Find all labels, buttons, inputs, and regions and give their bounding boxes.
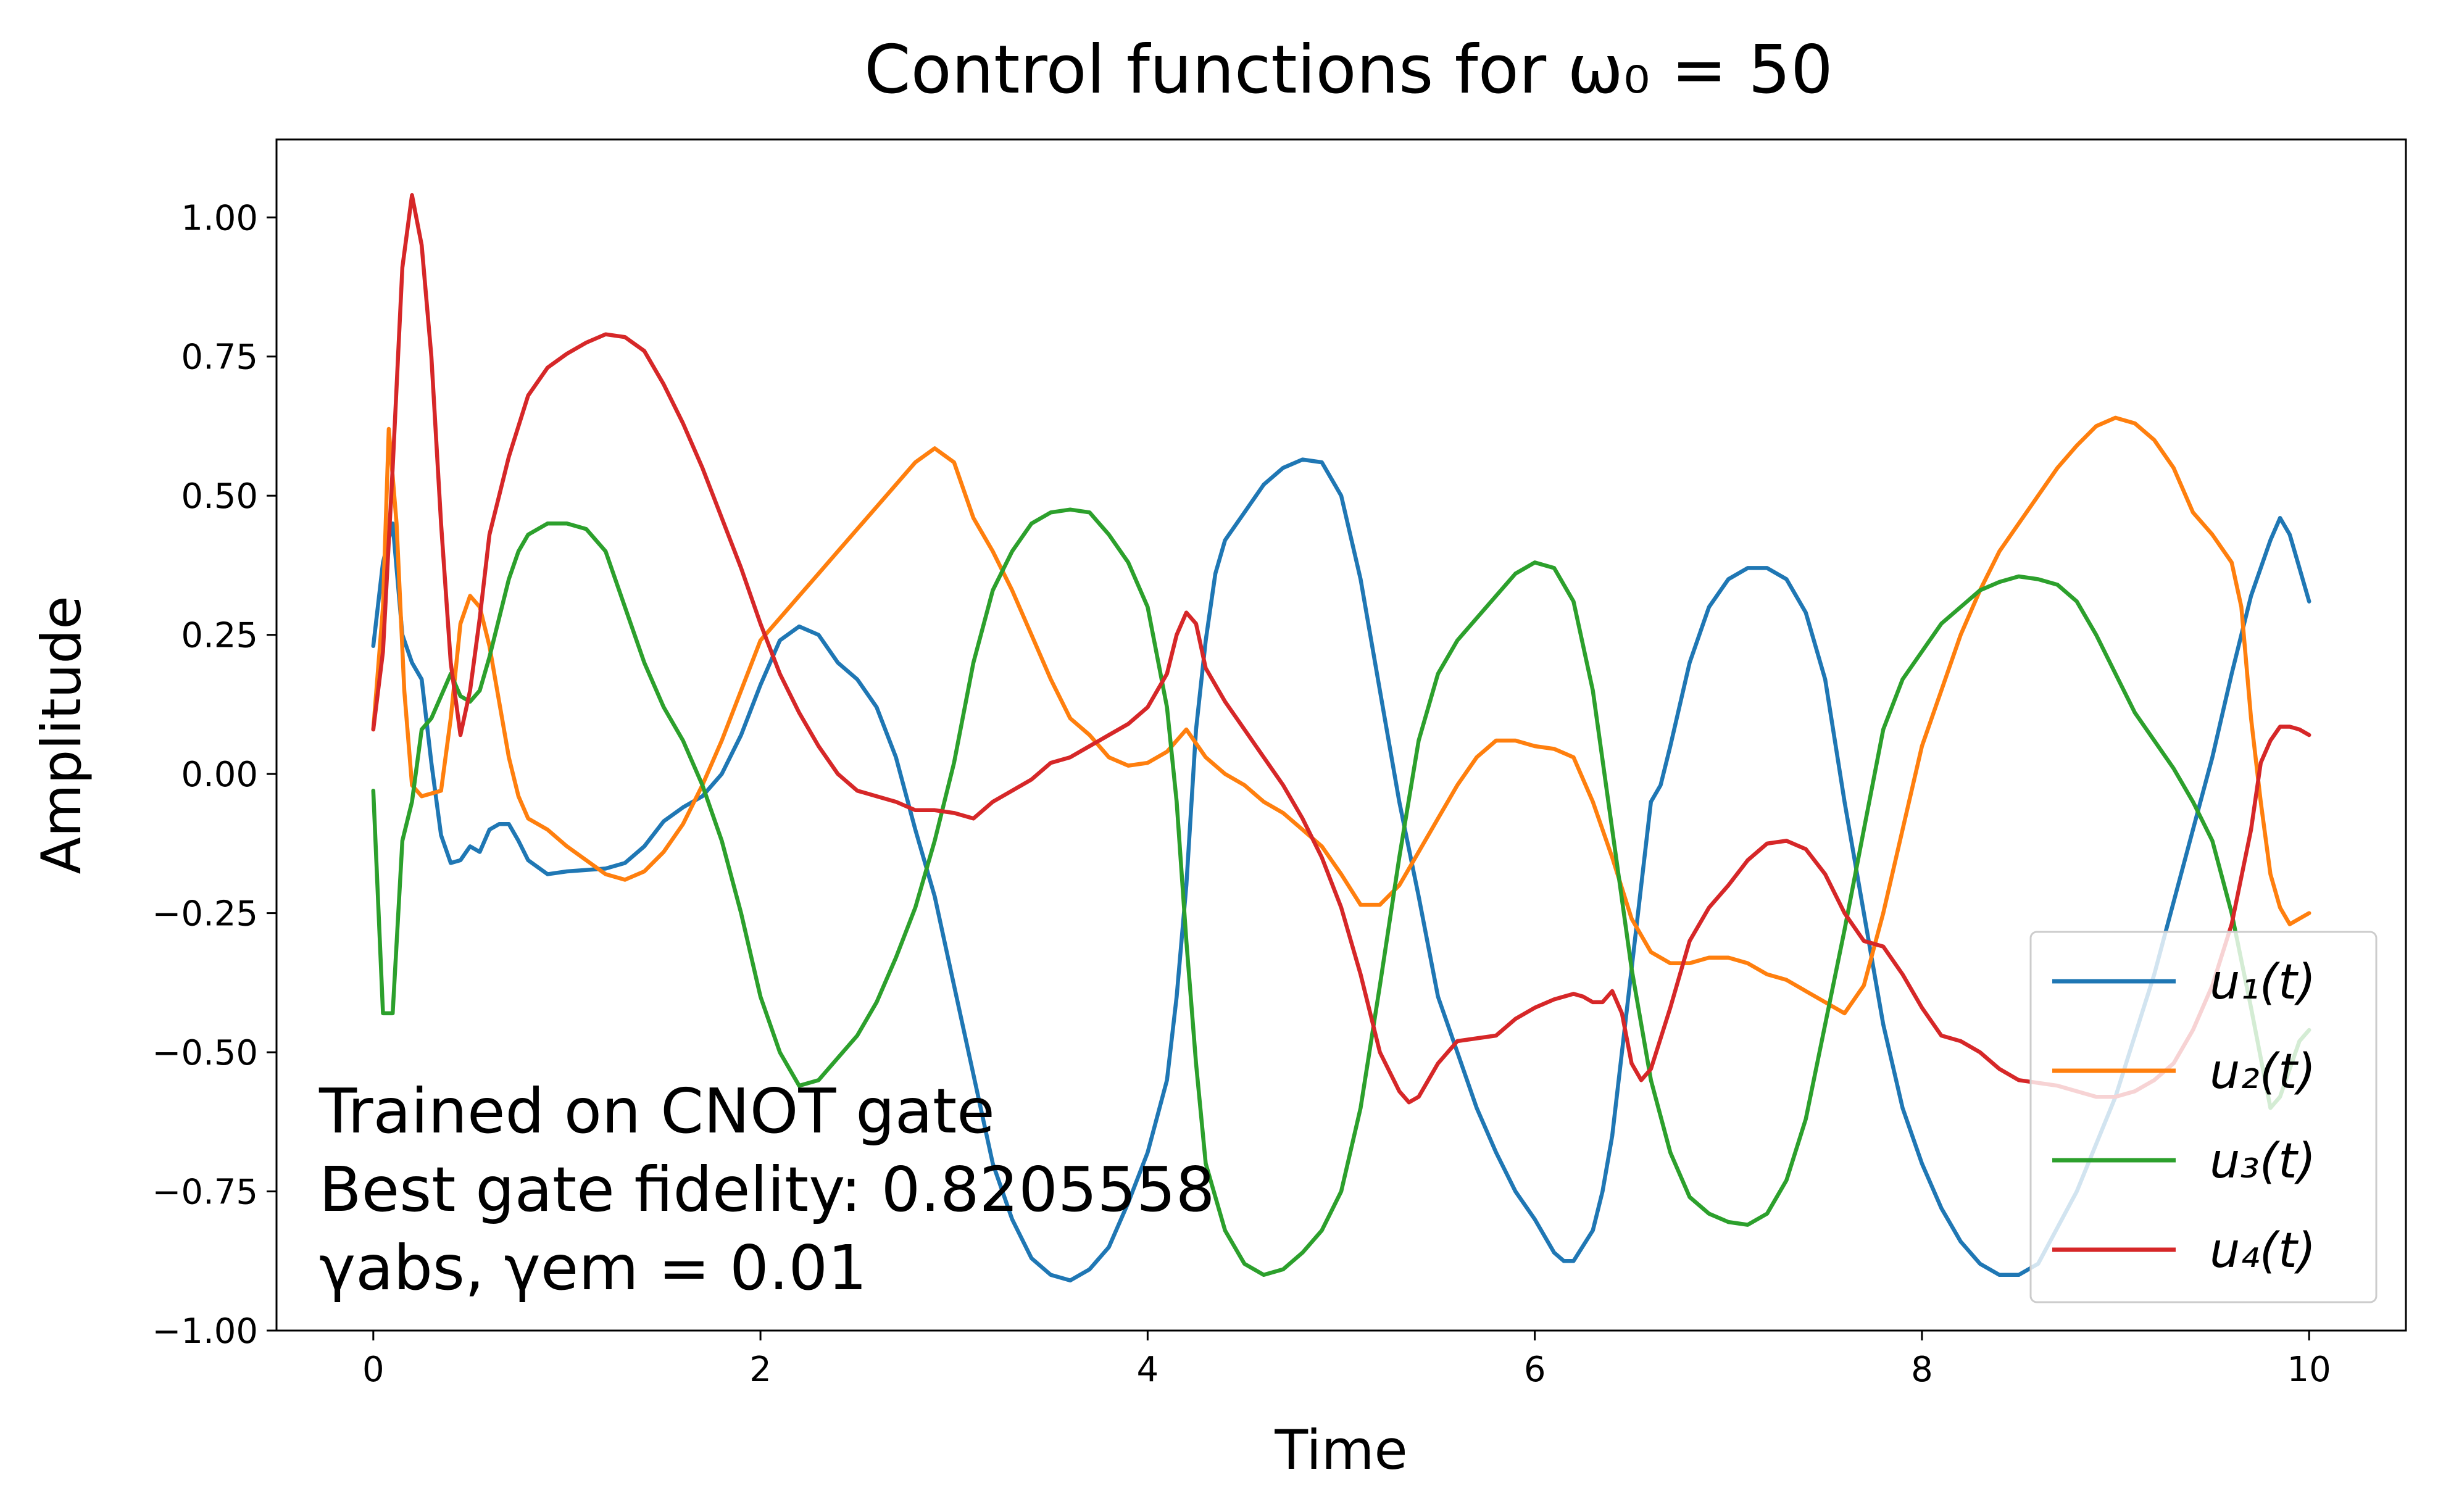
legend-label-u3: u₃(t) [2210,1134,2316,1189]
x-tick-label: 2 [749,1350,772,1390]
x-tick-label: 0 [362,1350,385,1390]
annotation-box: Trained on CNOT gate Best gate fidelity:… [318,1075,1215,1304]
y-tick-label: −0.75 [152,1173,258,1213]
series-line-u3 [371,507,2311,1277]
annotation-line-3: γabs, γem = 0.01 [319,1232,867,1304]
y-tick-label: 0.25 [181,616,258,656]
annotation-line-1: Trained on CNOT gate [318,1075,995,1147]
legend: u₁(t) u₂(t) u₃(t) u₄(t) [2029,931,2378,1303]
chart-title: Control functions for ω₀ = 50 [864,31,1833,109]
y-tick-label: 0.50 [181,476,258,517]
series-line-u2 [371,415,2311,1016]
x-tick-label: 10 [2287,1350,2331,1390]
y-tick-label: 1.00 [181,198,258,238]
y-axis-label: Amplitude [30,596,93,874]
y-tick-label: 0.00 [181,755,258,795]
y-tick-label: 0.75 [181,338,258,378]
annotation-line-2: Best gate fidelity: 0.8205558 [319,1153,1215,1226]
x-tick-label: 4 [1137,1350,1159,1390]
x-axis-label: Time [1274,1418,1407,1482]
plot-area [371,193,2311,1283]
x-tick-label: 8 [1911,1350,1933,1390]
y-tick-label: −0.25 [152,894,258,934]
plot-frame [275,138,2407,1332]
series-layer [371,193,2311,1283]
legend-label-u4: u₄(t) [2210,1223,2316,1279]
legend-box [2029,931,2378,1303]
legend-label-u1: u₁(t) [2210,955,2316,1010]
y-tick-label: −1.00 [152,1311,258,1352]
y-tick-label: −0.50 [152,1033,258,1073]
x-tick-label: 6 [1524,1350,1546,1390]
axes-layer: 0 2 4 6 8 10 1.00 0.75 0.50 0.25 0.00 −0.25 −0.50 −0.… [152,138,2407,1390]
legend-label-u2: u₂(t) [2210,1044,2316,1100]
series-line-u4 [371,193,2311,1105]
